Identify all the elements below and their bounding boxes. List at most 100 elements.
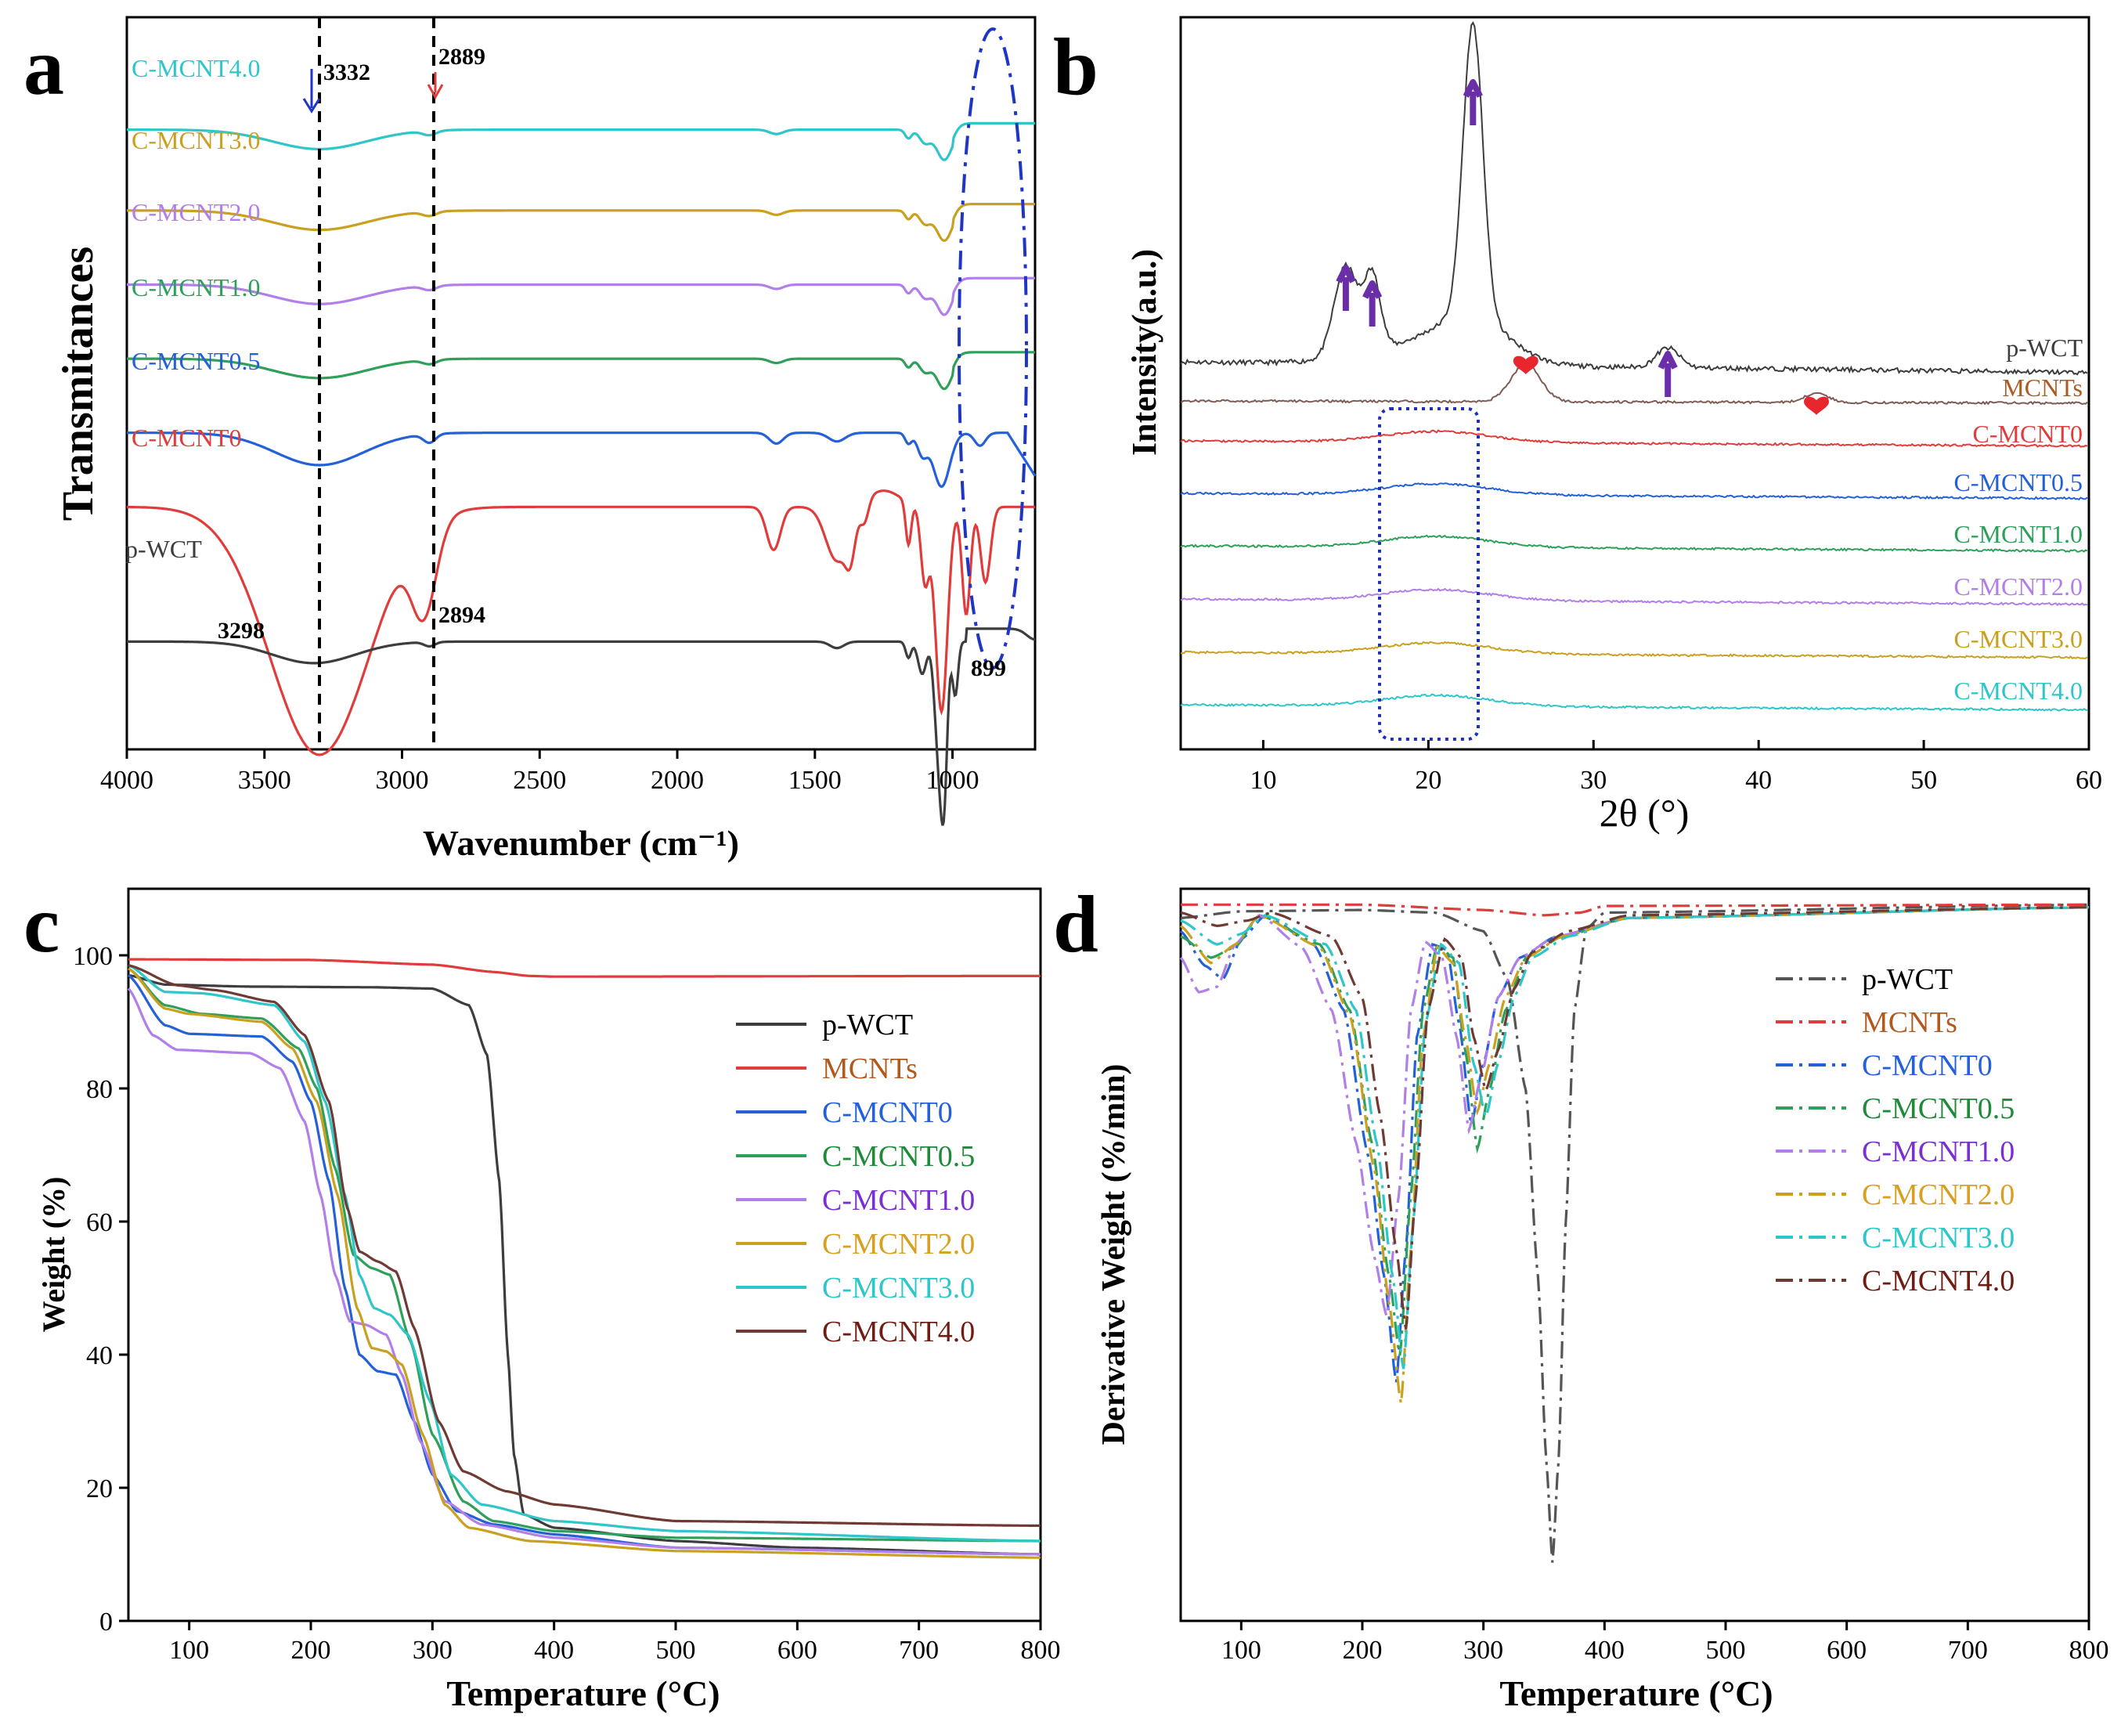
ftir-series-c-mcnt4-0 xyxy=(127,121,1035,161)
c-series-c-mcnt4-0 xyxy=(128,964,1041,1528)
panel-letter-d: d xyxy=(1053,879,1098,969)
ftir-series-c-mcnt1-0 xyxy=(127,351,1035,391)
y-tick-label-c: 60 xyxy=(86,1208,113,1237)
x-tick-label-a: 1000 xyxy=(926,766,979,795)
x-tick-label-b: 40 xyxy=(1745,766,1772,795)
x-tick-label-d: 400 xyxy=(1585,1636,1625,1665)
x-tick-label-a: 1500 xyxy=(788,766,842,795)
legend-label-p-wct: p-WCT xyxy=(1862,963,1953,996)
ftir-label-c-mcnt0-5: C-MCNT0.5 xyxy=(132,347,260,375)
ftir-label-c-mcnt0: C-MCNT0 xyxy=(132,424,241,452)
annotation-3332: 3332 xyxy=(323,60,370,85)
xrd-series-group xyxy=(1180,20,2088,712)
ftir-label-c-mcnt2-0: C-MCNT2.0 xyxy=(132,198,260,226)
x-tick-label-d: 200 xyxy=(1343,1636,1383,1665)
legend-label-c-mcnt0: C-MCNT0 xyxy=(822,1096,953,1129)
arrow-3332 xyxy=(302,69,321,114)
peak-arrow-pwct xyxy=(1657,351,1678,397)
x-tick-label-a: 3000 xyxy=(376,766,429,795)
xrd-series-c-mcnt4-0 xyxy=(1180,693,2088,712)
x-tick-label-d: 500 xyxy=(1706,1636,1746,1665)
annotation-2889: 2889 xyxy=(438,44,485,70)
dtg-x-ticks: 100 200 300 400 500 600 700 800 xyxy=(1221,1621,2109,1665)
c-series-p-wct xyxy=(128,973,1041,1556)
panel-letter-c: c xyxy=(23,879,60,969)
ftir-series-c-mcnt0 xyxy=(127,489,1035,756)
xrd-series-p-wct xyxy=(1180,20,2088,376)
ftir-x-ticks: 4000 3500 3000 2500 2000 1500 1000 xyxy=(100,749,979,795)
ftir-series-c-mcnt2-0 xyxy=(127,276,1035,316)
ftir-label-c-mcnt4-0: C-MCNT4.0 xyxy=(132,54,260,82)
peak-arrow-pwct xyxy=(1463,79,1483,125)
amorphous-region-box xyxy=(1378,407,1480,741)
x-tick-label-b: 50 xyxy=(1910,766,1937,795)
c-series-c-mcnt1-0 xyxy=(127,987,1041,1556)
d-series-c-mcnt4-0 xyxy=(1180,906,2089,1330)
plot-frame-b xyxy=(1179,16,2090,751)
legend-label-p-wct: p-WCT xyxy=(822,1009,913,1041)
plot-frame-a xyxy=(125,16,1037,751)
annotation-2894: 2894 xyxy=(438,602,485,628)
d-series-c-mcnt2-0 xyxy=(1180,906,2089,1404)
xrd-label-mcnts: MCNTs xyxy=(2002,374,2083,402)
x-tick-label-a: 2000 xyxy=(651,766,704,795)
c-series-c-mcnt3-0 xyxy=(128,964,1041,1543)
x-tick-label-c: 400 xyxy=(534,1636,574,1665)
ftir-series-group xyxy=(127,121,1037,826)
dtg-series-group xyxy=(1179,903,2089,1563)
x-tick-label-b: 20 xyxy=(1415,766,1441,795)
tga-legend: p-WCT MCNTs C-MCNT0 C-MCNT0.5 C-MCNT1.0 C-MCN… xyxy=(736,1009,975,1348)
x-tick-label-d: 300 xyxy=(1463,1636,1503,1665)
legend-label-c-mcnt3-0: C-MCNT3.0 xyxy=(822,1272,975,1305)
legend-label-c-mcnt4-0: C-MCNT4.0 xyxy=(1862,1265,2015,1297)
annotation-3298: 3298 xyxy=(218,618,265,644)
xrd-label-c-mcnt1-0: C-MCNT1.0 xyxy=(1954,520,2083,548)
tga-series-group xyxy=(127,958,1041,1559)
legend-label-c-mcnt3-0: C-MCNT3.0 xyxy=(1862,1222,2015,1254)
legend-label-c-mcnt0: C-MCNT0 xyxy=(1862,1049,1993,1082)
ftir-series-c-mcnt0-5 xyxy=(127,431,1037,489)
x-tick-label-c: 800 xyxy=(1021,1636,1061,1665)
y-tick-label-c: 0 xyxy=(99,1608,113,1637)
y-tick-label-c: 100 xyxy=(73,942,113,971)
legend-label-c-mcnt2-0: C-MCNT2.0 xyxy=(822,1228,975,1261)
annotation-899: 899 xyxy=(971,655,1006,681)
x-axis-label-a: Wavenumber (cm⁻¹) xyxy=(423,823,739,863)
panel-letter-b: b xyxy=(1053,22,1098,112)
panel-c: c 100 200 300 400 500 600 700 800 0 20 40 60 80 100 p… xyxy=(23,879,1061,1713)
y-tick-label-c: 20 xyxy=(86,1474,113,1503)
d-series-mcnts xyxy=(1181,903,2089,917)
x-tick-label-c: 100 xyxy=(169,1636,209,1665)
x-tick-label-b: 60 xyxy=(2076,766,2102,795)
x-tick-label-d: 600 xyxy=(1827,1636,1867,1665)
legend-label-c-mcnt1-0: C-MCNT1.0 xyxy=(1862,1135,2015,1168)
x-tick-label-c: 200 xyxy=(291,1636,331,1665)
xrd-series-labels: p-WCT MCNTs C-MCNT0 C-MCNT0.5 C-MCNT1.0 C-MCN… xyxy=(1954,334,2083,705)
xrd-label-c-mcnt0-5: C-MCNT0.5 xyxy=(1954,468,2083,496)
x-axis-label-c: Temperature (°C) xyxy=(446,1673,720,1713)
xrd-series-mcnts xyxy=(1180,363,2088,406)
xrd-series-c-mcnt2-0 xyxy=(1180,587,2088,607)
xrd-label-p-wct: p-WCT xyxy=(2006,334,2083,362)
x-tick-label-a: 4000 xyxy=(100,766,153,795)
legend-label-c-mcnt1-0: C-MCNT1.0 xyxy=(822,1184,975,1217)
c-series-mcnts xyxy=(128,958,1041,978)
x-tick-label-c: 600 xyxy=(777,1636,817,1665)
x-tick-label-c: 500 xyxy=(656,1636,696,1665)
y-axis-label-c: Weight (%) xyxy=(36,1177,71,1333)
xrd-label-c-mcnt0: C-MCNT0 xyxy=(1973,420,2083,448)
x-tick-label-c: 700 xyxy=(899,1636,939,1665)
x-axis-label-d: Temperature (°C) xyxy=(1499,1673,1773,1713)
legend-label-c-mcnt4-0: C-MCNT4.0 xyxy=(822,1316,975,1348)
x-tick-label-c: 300 xyxy=(413,1636,453,1665)
x-tick-label-d: 800 xyxy=(2069,1636,2109,1665)
plot-frame-c xyxy=(127,887,1042,1622)
arrow-2889 xyxy=(427,72,444,100)
xrd-x-ticks: 10 20 30 40 50 60 xyxy=(1250,740,2102,795)
ftir-series-c-mcnt3-0 xyxy=(127,203,1035,242)
legend-label-c-mcnt0-5: C-MCNT0.5 xyxy=(1862,1092,2015,1125)
tga-ticks: 100 200 300 400 500 600 700 800 0 20 40 60 80 100 xyxy=(73,942,1061,1665)
peak-heart-mcnts xyxy=(1804,396,1829,415)
y-axis-label-a: Transmitances xyxy=(54,247,103,522)
